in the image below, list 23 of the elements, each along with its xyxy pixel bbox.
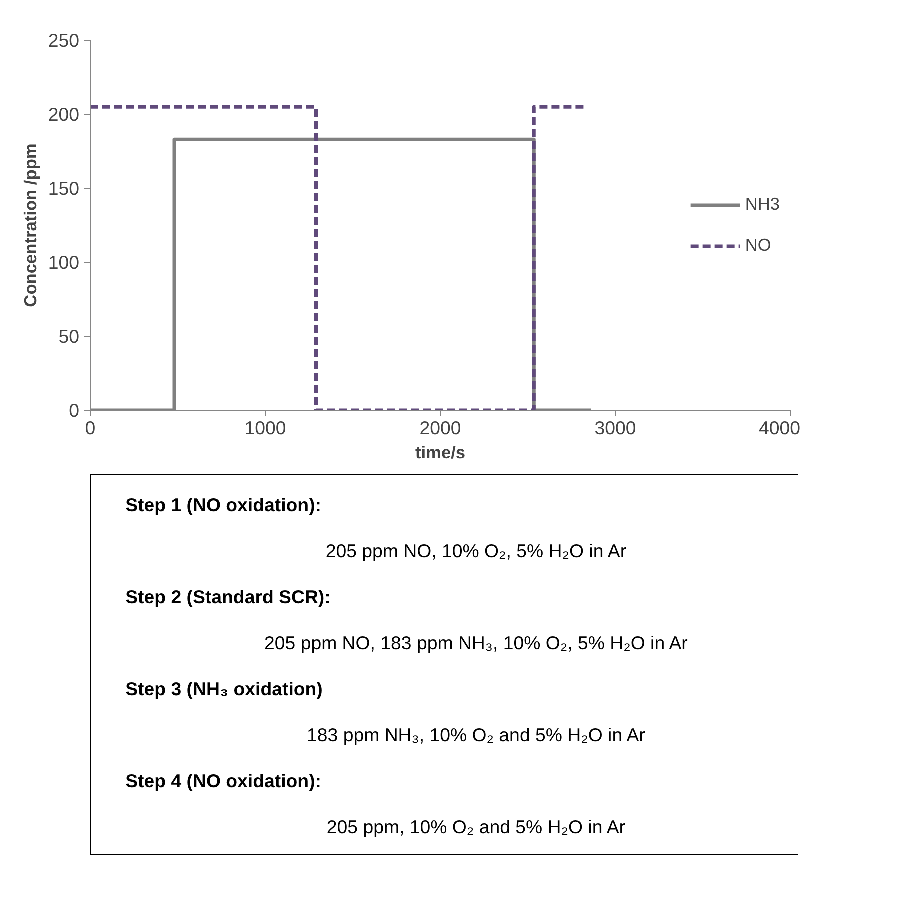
y-axis-title: Concentration /ppm [20, 144, 40, 308]
x-tick-label: 0 [85, 418, 96, 438]
y-tick-label: 200 [48, 104, 80, 125]
text: 183 ppm NH₃, 10% O₂ and 5% H₂O in Ar [307, 724, 646, 746]
y-tick-label: 100 [48, 252, 80, 273]
y-tick-label: 50 [58, 326, 80, 347]
y-tick-label: 250 [48, 30, 80, 51]
x-tick-label: 2000 [420, 418, 462, 438]
x-axis-title: time/s [415, 442, 466, 462]
legend-label: NH3 [745, 194, 780, 215]
text: 205 ppm NO, 183 ppm NH₃, 10% O₂, 5% H₂O in Ar [264, 632, 688, 654]
text: 205 ppm NO, 10% O₂, 5% H₂O in Ar [326, 540, 627, 562]
x-tick-label: 1000 [244, 418, 286, 438]
text: 205 ppm, 10% O₂ and 5% H₂O in Ar [326, 816, 626, 838]
legend-label: NO [745, 235, 772, 256]
text: Step 3 (NH₃ oxidation) [126, 678, 323, 700]
x-tick-label: 3000 [594, 418, 636, 438]
y-tick-label: 0 [69, 400, 80, 421]
y-tick-label: 150 [48, 178, 80, 199]
text: Step 1 (NO oxidation): [126, 494, 322, 516]
text: Step 4 (NO oxidation): [126, 770, 322, 792]
x-tick-label: 4000 [758, 418, 801, 438]
text: Step 2 (Standard SCR): [126, 586, 331, 608]
